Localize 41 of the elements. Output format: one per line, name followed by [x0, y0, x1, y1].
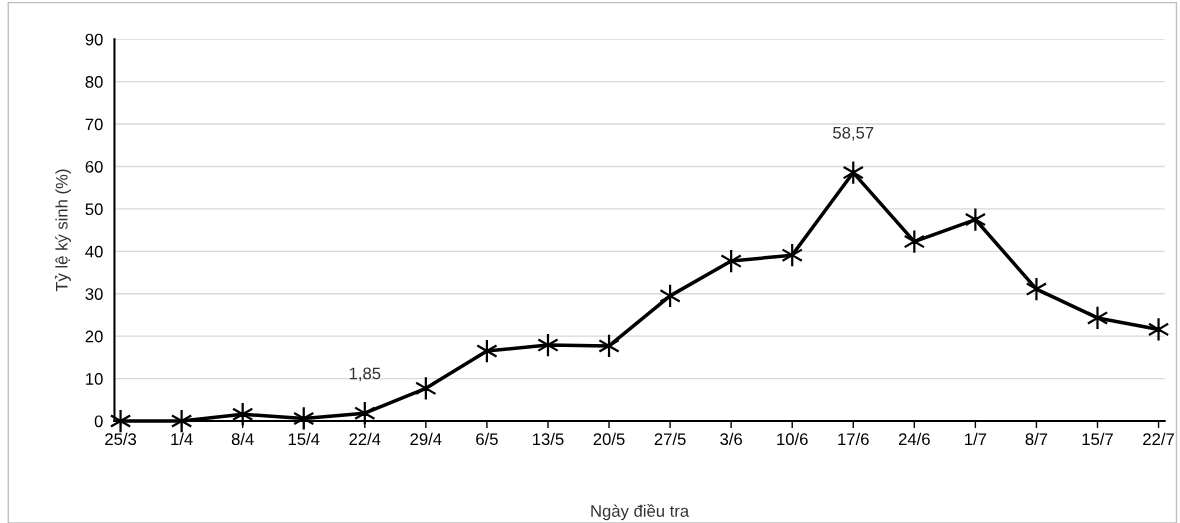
x-tick-label: 8/7	[1025, 432, 1048, 446]
point	[964, 207, 987, 232]
y-tick-label: 40	[85, 245, 103, 258]
y-axis-title: Tỷ lệ ký sinh (%)	[54, 169, 71, 292]
y-tick-label: 0	[94, 415, 103, 428]
x-tick-label: 8/4	[231, 432, 254, 446]
x-tick-label: 15/4	[288, 432, 320, 446]
point	[1086, 305, 1109, 331]
point	[170, 408, 193, 434]
x-tick-label: 1/4	[171, 432, 193, 446]
x-tick-label: 15/7	[1082, 432, 1113, 446]
x-axis-title: Ngày điều tra	[591, 503, 690, 521]
y-tick-label: 10	[86, 372, 103, 385]
point	[1025, 276, 1048, 302]
x-tick-label: 10/6	[777, 432, 808, 446]
y-tick-label: 60	[85, 160, 103, 173]
y-tick-label: 90	[85, 33, 103, 46]
y-tick-label: 30	[85, 288, 103, 300]
annotation: 58,57	[833, 126, 874, 141]
x-tick-label: 27/5	[654, 432, 686, 446]
x-tick-label: 6/5	[476, 432, 498, 446]
point	[1147, 317, 1170, 342]
y-tick-label: 80	[85, 76, 103, 88]
x-tick-label: 24/6	[898, 432, 930, 446]
y-tick-label: 70	[85, 118, 103, 131]
point	[842, 160, 864, 185]
x-tick-label: 3/6	[720, 432, 742, 446]
y-tick-label: 50	[85, 203, 103, 216]
y-tick-label: 20	[85, 330, 103, 343]
point	[903, 229, 926, 254]
x-tick-label: 29/4	[410, 432, 442, 446]
x-tick-label: 17/6	[838, 432, 869, 446]
x-tick-label: 13/5	[533, 432, 564, 446]
annotation: 1,85	[349, 367, 381, 382]
x-tick-label: 22/4	[349, 432, 381, 446]
x-tick-label: 25/3	[105, 432, 137, 446]
point	[293, 406, 315, 431]
x-tick-label: 1/7	[965, 432, 987, 446]
x-tick-label: 22/7	[1143, 432, 1174, 446]
x-tick-label: 20/5	[593, 432, 625, 446]
point	[109, 408, 132, 434]
